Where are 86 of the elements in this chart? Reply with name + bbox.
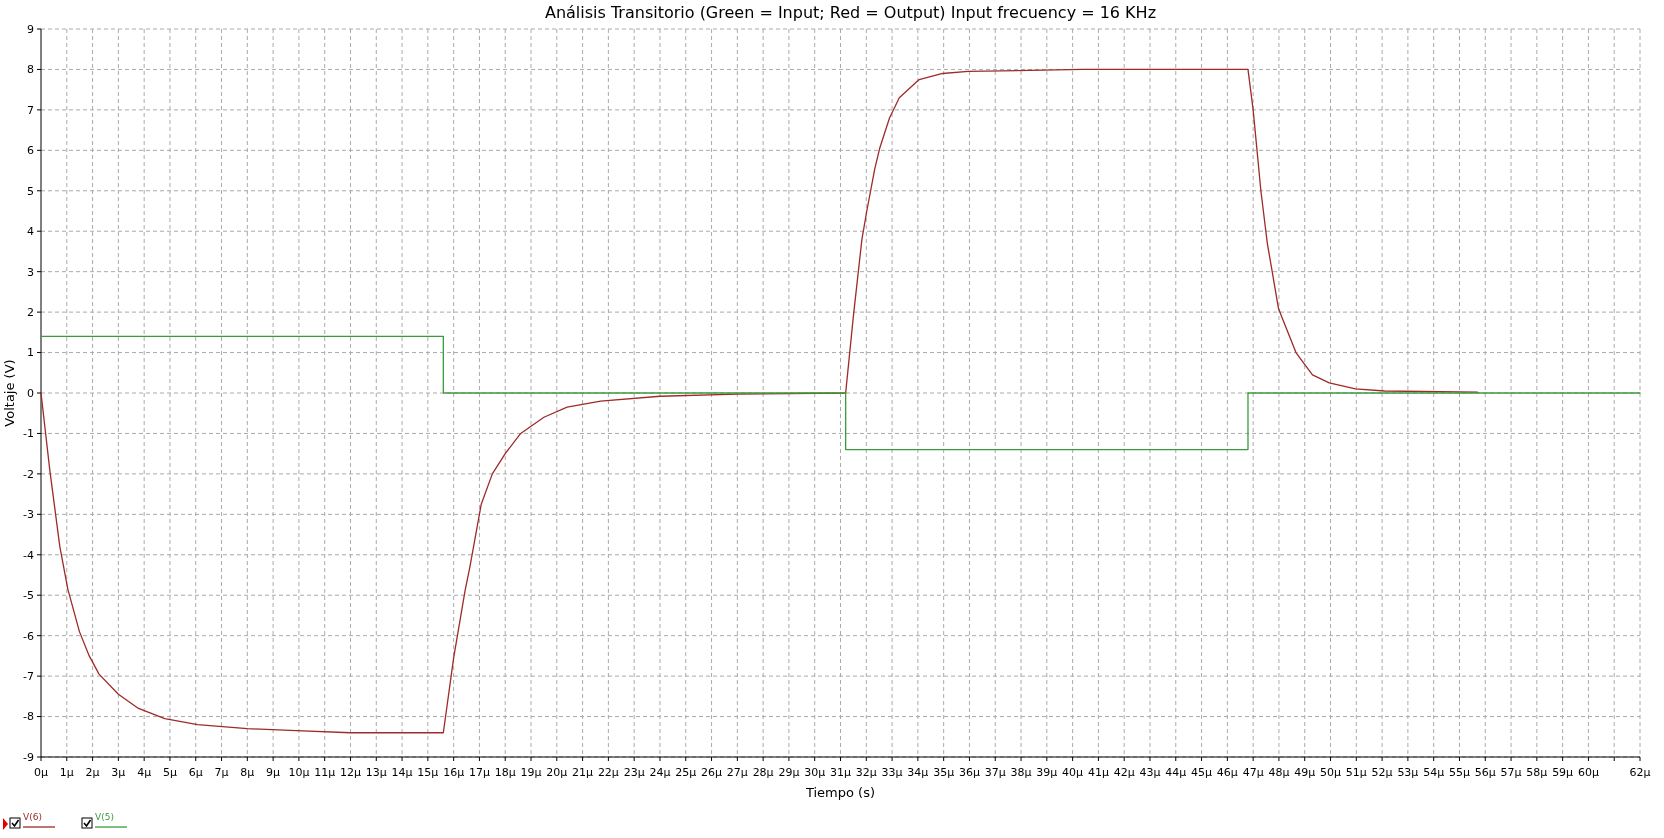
x-tick-label: 60µ bbox=[1577, 766, 1599, 779]
y-tick-label: -6 bbox=[23, 629, 34, 643]
x-tick-label: 23µ bbox=[623, 766, 645, 779]
x-tick-label: 31µ bbox=[830, 766, 851, 779]
x-tick-label: 50µ bbox=[1320, 766, 1342, 779]
x-tick-label: 55µ bbox=[1448, 766, 1470, 779]
x-tick-label: 1µ bbox=[59, 766, 74, 779]
x-tick-label: 58µ bbox=[1526, 766, 1548, 779]
chart-title: Análisis Transitorio (Green = Input; Red = Output) Input frecuency = 16 KHz bbox=[544, 3, 1157, 22]
x-tick-label: 41µ bbox=[1087, 766, 1109, 779]
x-tick-label: 36µ bbox=[958, 766, 980, 779]
x-tick-label: 22µ bbox=[597, 766, 619, 779]
x-tick-label: 33µ bbox=[881, 766, 903, 779]
x-tick-label: 4µ bbox=[137, 766, 152, 779]
x-tick-label: 53µ bbox=[1397, 766, 1419, 779]
x-tick-label: 17µ bbox=[468, 766, 490, 779]
x-tick-label: 48µ bbox=[1268, 766, 1290, 779]
x-tick-label: 7µ bbox=[214, 766, 229, 779]
x-tick-label: 16µ bbox=[443, 766, 465, 779]
x-tick-label: 11µ bbox=[314, 766, 336, 779]
x-tick-label: 5µ bbox=[162, 766, 177, 779]
x-tick-label: 10µ bbox=[288, 766, 310, 779]
y-tick-label: -5 bbox=[23, 589, 34, 603]
x-tick-label: 40µ bbox=[1062, 766, 1084, 779]
x-tick-label: 39µ bbox=[1036, 766, 1058, 779]
y-tick-label: 5 bbox=[27, 184, 34, 198]
text: V(6) bbox=[23, 812, 42, 822]
x-tick-label: 9µ bbox=[266, 766, 281, 779]
y-tick-label: 0 bbox=[27, 386, 34, 400]
y-tick-label: -8 bbox=[23, 710, 34, 724]
y-tick-label: -7 bbox=[23, 669, 34, 683]
x-tick-label: 2µ bbox=[85, 766, 100, 779]
x-tick-label: 13µ bbox=[365, 766, 387, 779]
x-tick-label: 25µ bbox=[675, 766, 697, 779]
x-tick-label: 26µ bbox=[701, 766, 723, 779]
x-tick-label: 52µ bbox=[1371, 766, 1393, 779]
x-tick-label: 54µ bbox=[1423, 766, 1445, 779]
x-tick-label: 35µ bbox=[933, 766, 955, 779]
y-tick-label: 9 bbox=[27, 22, 34, 36]
y-tick-label: -3 bbox=[23, 508, 34, 522]
y-tick-label: -2 bbox=[23, 467, 34, 481]
x-tick-label: 27µ bbox=[726, 766, 748, 779]
y-tick-label: 4 bbox=[27, 225, 34, 239]
y-tick-label: -1 bbox=[23, 427, 34, 441]
x-tick-label: 38µ bbox=[1010, 766, 1032, 779]
x-tick-label: 12µ bbox=[339, 766, 361, 779]
x-tick-label: 45µ bbox=[1191, 766, 1213, 779]
x-tick-label: 47µ bbox=[1242, 766, 1264, 779]
x-tick-label: 19µ bbox=[520, 766, 542, 779]
text: V(5) bbox=[95, 812, 114, 822]
x-tick-label: 46µ bbox=[1216, 766, 1238, 779]
x-tick-label: 51µ bbox=[1345, 766, 1367, 779]
x-tick-label: 44µ bbox=[1165, 766, 1187, 779]
y-tick-label: -4 bbox=[23, 548, 34, 562]
x-tick-label: 28µ bbox=[752, 766, 774, 779]
x-tick-label: 59µ bbox=[1552, 766, 1574, 779]
x-tick-label: 0µ bbox=[34, 766, 48, 779]
y-tick-label: 8 bbox=[27, 63, 34, 77]
x-tick-label: 30µ bbox=[804, 766, 826, 779]
x-tick-label: 14µ bbox=[391, 766, 413, 779]
y-tick-label: 3 bbox=[27, 265, 34, 279]
x-tick-label: 57µ bbox=[1500, 766, 1522, 779]
y-tick-label: 7 bbox=[27, 103, 34, 117]
y-tick-label: 1 bbox=[27, 346, 34, 360]
x-tick-label: 8µ bbox=[240, 766, 255, 779]
x-tick-label: 43µ bbox=[1139, 766, 1161, 779]
y-tick-label: -9 bbox=[23, 750, 34, 764]
x-tick-label: 29µ bbox=[778, 766, 800, 779]
x-tick-label: 62µ bbox=[1629, 766, 1651, 779]
x-tick-label: 32µ bbox=[855, 766, 877, 779]
x-tick-label: 42µ bbox=[1113, 766, 1135, 779]
x-tick-label: 18µ bbox=[494, 766, 516, 779]
x-tick-label: 6µ bbox=[188, 766, 203, 779]
x-tick-label: 20µ bbox=[546, 766, 568, 779]
x-tick-label: 49µ bbox=[1294, 766, 1316, 779]
x-tick-label: 24µ bbox=[649, 766, 671, 779]
x-tick-label: 21µ bbox=[572, 766, 594, 779]
x-axis-title: Tiempo (s) bbox=[804, 785, 876, 800]
x-tick-label: 15µ bbox=[417, 766, 439, 779]
x-tick-label: 37µ bbox=[984, 766, 1006, 779]
y-axis-title: Voltaje (V) bbox=[2, 359, 17, 427]
x-tick-label: 56µ bbox=[1474, 766, 1496, 779]
x-tick-label: 34µ bbox=[907, 766, 929, 779]
y-tick-label: 2 bbox=[27, 305, 34, 319]
x-tick-label: 3µ bbox=[111, 766, 126, 779]
y-tick-label: 6 bbox=[27, 144, 34, 158]
